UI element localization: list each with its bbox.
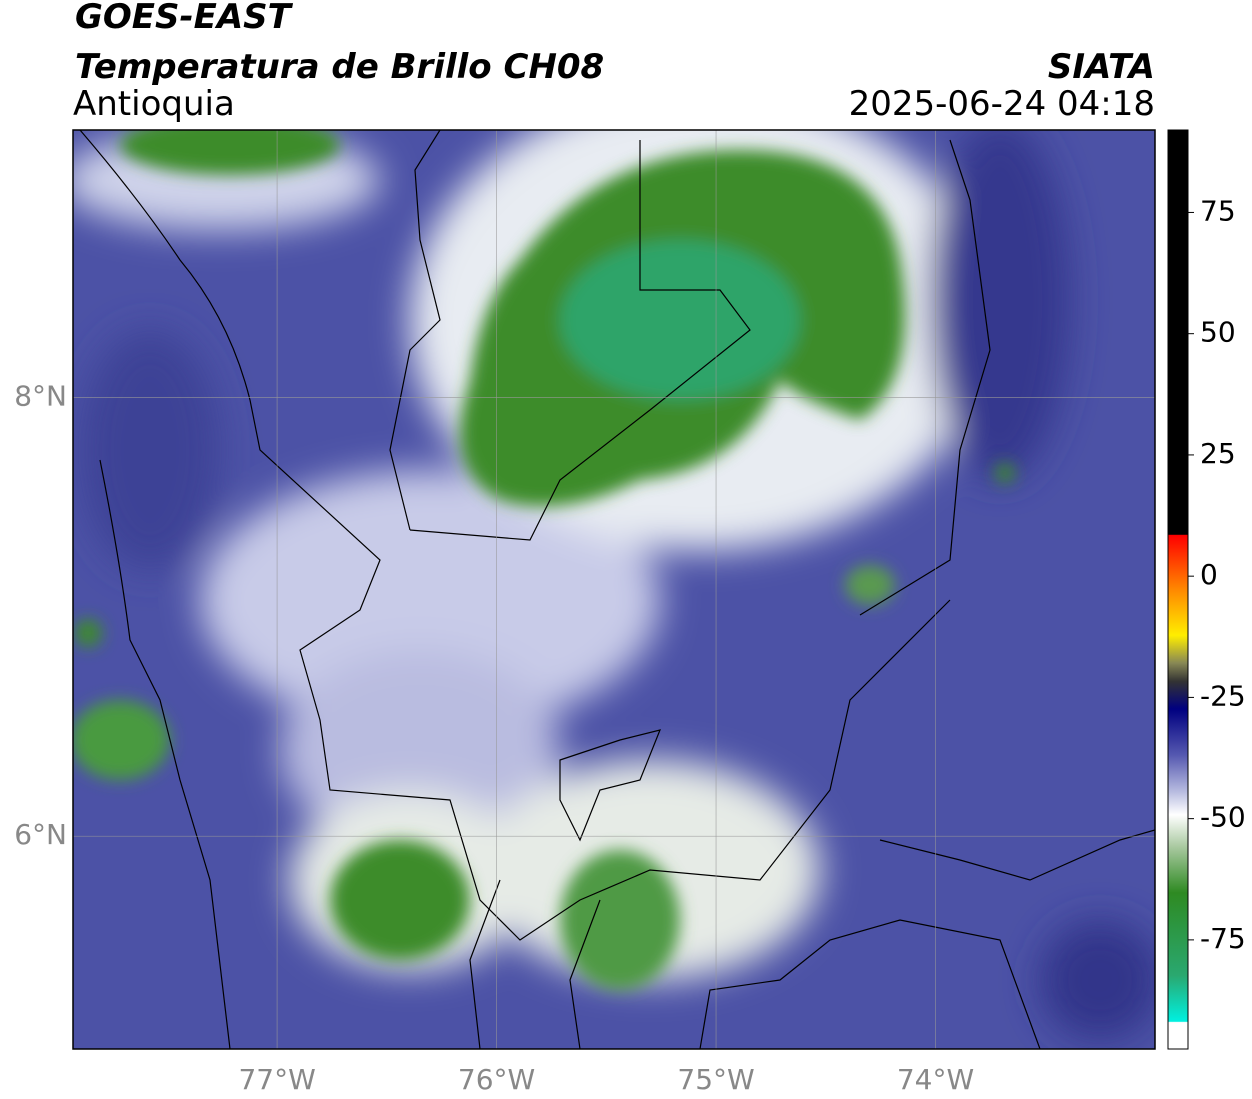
title: Temperatura de Brillo CH08	[75, 47, 604, 87]
colorbar-tick-label: -75	[1200, 922, 1246, 955]
title: GOES-EAST	[75, 0, 294, 37]
grid	[73, 130, 1155, 1049]
colorbar-tick-label: 75	[1200, 194, 1236, 227]
y-tick-label: 8°N	[14, 380, 67, 413]
map-field	[73, 130, 1155, 1049]
colorbar-tick-label: 0	[1200, 558, 1218, 591]
map-frame	[72, 129, 1156, 1050]
colorbar-tick-label: 50	[1200, 316, 1236, 349]
colorbar	[1167, 129, 1189, 1050]
x-tick-label: 74°W	[897, 1063, 974, 1096]
colorbar-tick-label: 25	[1200, 437, 1236, 470]
source: SIATA	[1048, 47, 1155, 87]
subtitle: Antioquia	[73, 84, 235, 124]
colorbar-tick-label: -50	[1200, 801, 1246, 834]
datetime: 2025-06-24 04:18	[849, 84, 1155, 124]
x-tick-label: 76°W	[458, 1063, 535, 1096]
colorbar-tick-label: -25	[1200, 679, 1246, 712]
x-tick-label: 75°W	[677, 1063, 754, 1096]
x-tick-label: 77°W	[238, 1063, 315, 1096]
y-tick-label: 6°N	[14, 818, 67, 851]
